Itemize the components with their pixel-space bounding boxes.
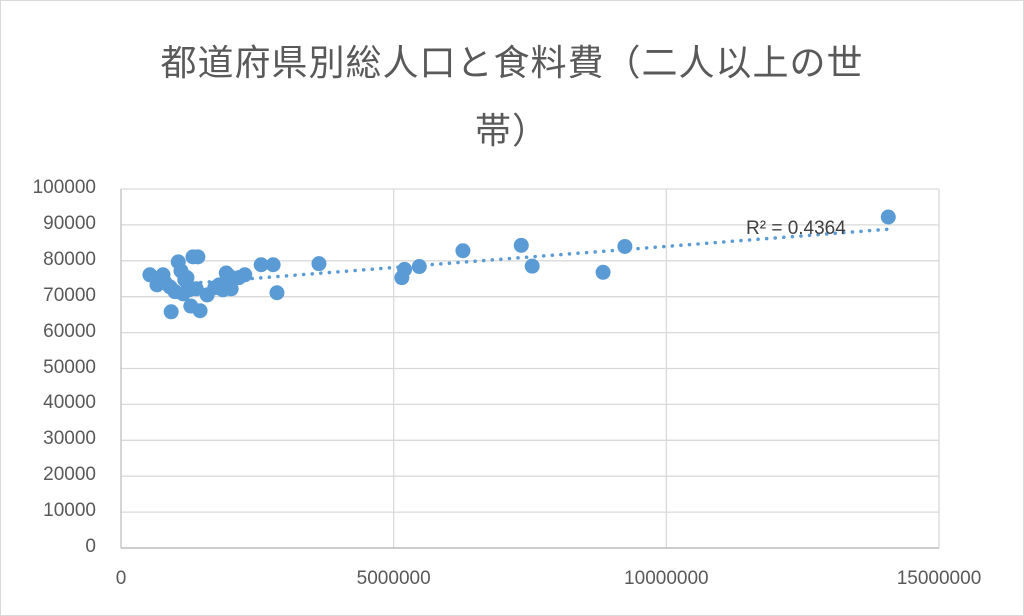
y-tick-label: 50000 bbox=[43, 356, 96, 378]
data-point bbox=[163, 304, 179, 320]
data-point bbox=[190, 249, 206, 265]
data-point bbox=[411, 259, 427, 275]
data-point bbox=[880, 209, 896, 225]
data-point bbox=[269, 285, 285, 301]
data-point bbox=[237, 267, 253, 283]
y-tick-label: 40000 bbox=[43, 392, 96, 414]
data-points bbox=[142, 209, 896, 320]
chart-title-line-2: 帯） bbox=[474, 111, 549, 152]
x-tick-label: 10000000 bbox=[624, 568, 709, 589]
data-point bbox=[513, 237, 529, 253]
y-tick-label: 0 bbox=[85, 536, 96, 557]
data-point bbox=[595, 264, 611, 280]
data-point bbox=[617, 238, 633, 254]
data-point bbox=[311, 256, 327, 272]
r-squared-label: R² = 0.4364 bbox=[746, 218, 846, 239]
data-point bbox=[265, 257, 281, 273]
x-tick-label: 15000000 bbox=[896, 568, 982, 589]
data-point bbox=[179, 270, 195, 286]
y-tick-label: 20000 bbox=[43, 464, 96, 486]
data-point bbox=[188, 281, 204, 297]
x-tick-label: 0 bbox=[115, 568, 127, 589]
x-tick-label: 5000000 bbox=[356, 568, 431, 589]
data-point bbox=[397, 261, 413, 277]
y-tick-label: 90000 bbox=[43, 212, 96, 234]
chart-title-line-1: 都道府県別総人口と食料費（二人以上の世 bbox=[160, 43, 864, 84]
data-point bbox=[524, 258, 540, 274]
data-point bbox=[455, 243, 471, 259]
gridlines bbox=[120, 188, 940, 549]
y-tick-label: 10000 bbox=[43, 500, 96, 522]
y-tick-label: 30000 bbox=[43, 428, 96, 450]
data-point bbox=[253, 257, 269, 273]
data-point bbox=[223, 281, 239, 297]
trendline bbox=[173, 227, 891, 287]
y-tick-label: 70000 bbox=[43, 284, 96, 306]
y-tick-label: 60000 bbox=[43, 320, 96, 342]
data-point bbox=[192, 303, 208, 319]
y-tick-label: 100000 bbox=[32, 177, 96, 198]
y-tick-label: 80000 bbox=[43, 248, 96, 270]
